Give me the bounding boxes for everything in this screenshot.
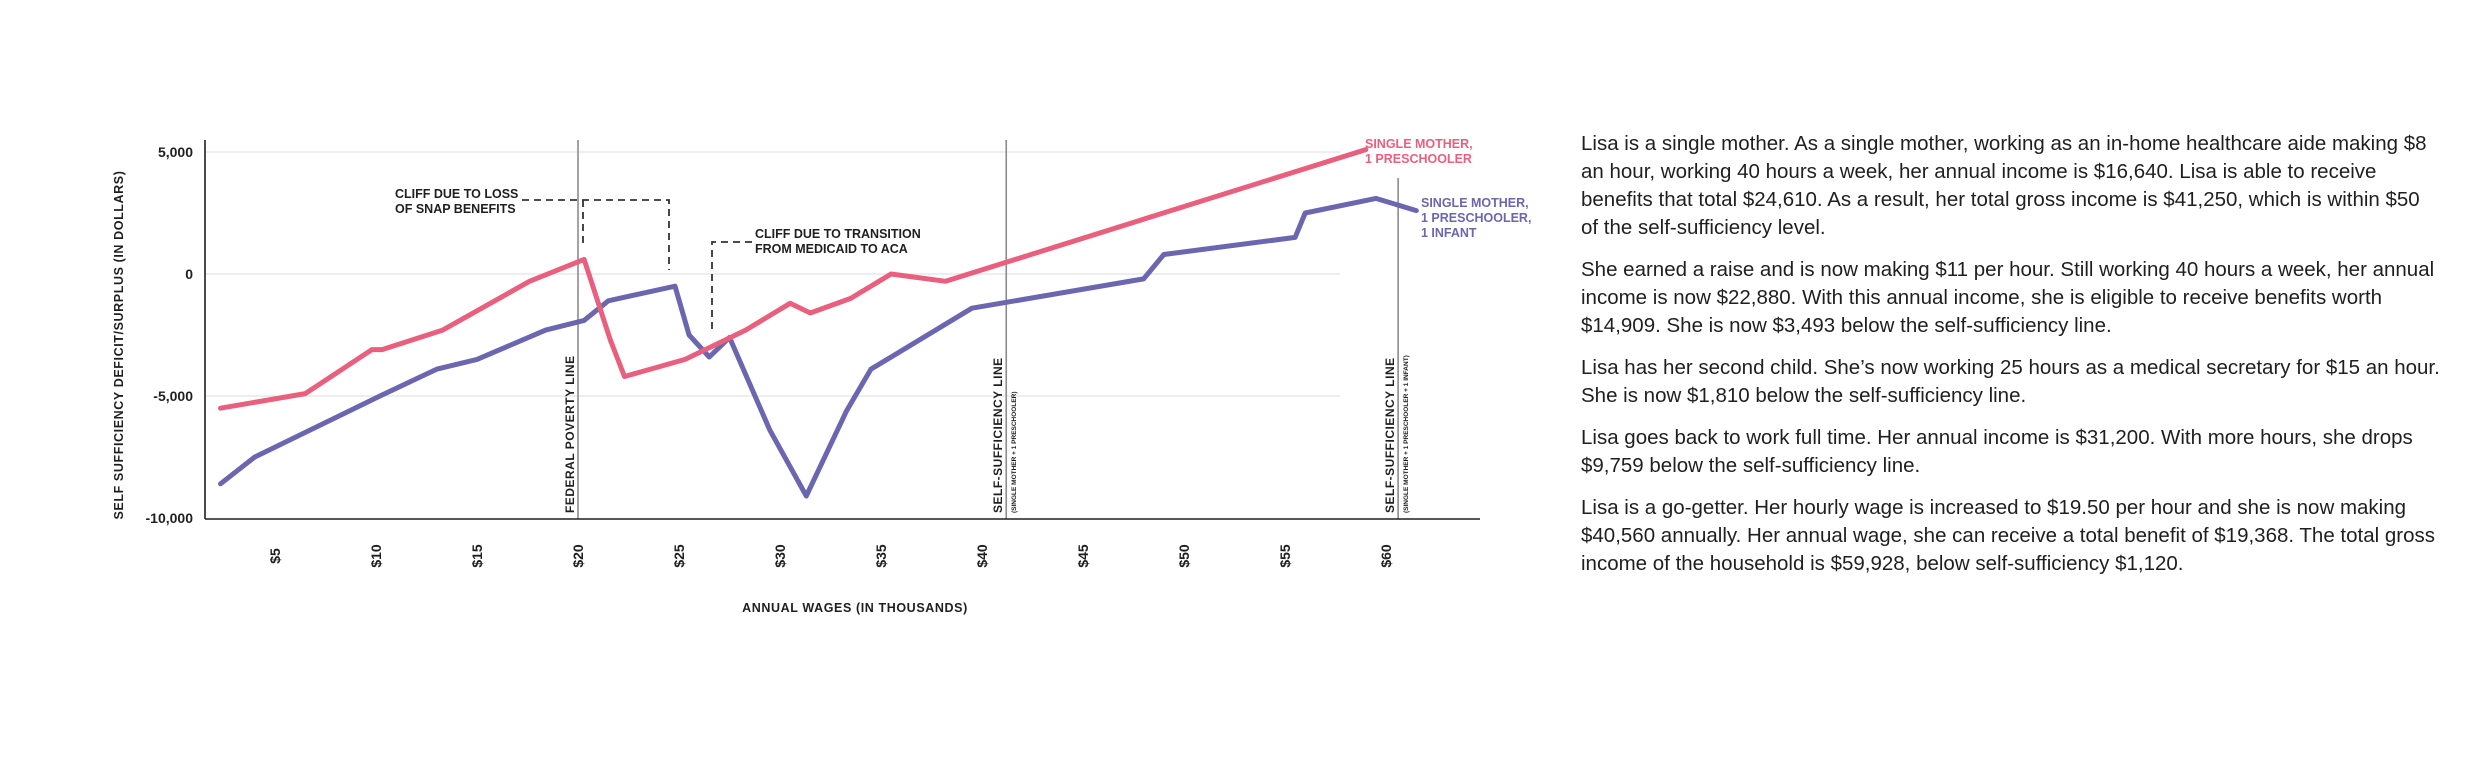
purple-series-label-line-3: 1 INFANT bbox=[1421, 226, 1477, 240]
medicaid-cliff-annotation-line-1: CLIFF DUE TO TRANSITION bbox=[755, 227, 921, 241]
snap-cliff-annotation-line-1: CLIFF DUE TO LOSS bbox=[395, 187, 518, 201]
purple-series-label-line-2: 1 PRESCHOOLER, bbox=[1421, 211, 1531, 225]
snap-cliff-annotation-line-2: OF SNAP BENEFITS bbox=[395, 202, 516, 216]
reference-line-label: SELF-SUFFICIENCY LINE bbox=[1383, 357, 1397, 513]
x-tick-label: $55 bbox=[1277, 544, 1293, 568]
reference-lines: FEDERAL POVERTY LINE SELF-SUFFICIENCY LIN… bbox=[563, 140, 1410, 519]
x-tick-label: $45 bbox=[1075, 544, 1091, 568]
lisa-story-panel: Lisa is a single mother. As a single mot… bbox=[1581, 130, 2441, 592]
x-tick-label: $5 bbox=[267, 548, 283, 564]
purple-series-label-line-1: SINGLE MOTHER, bbox=[1421, 196, 1529, 210]
y-axis-label: SELF SUFFICIENCY DEFICIT/SURPLUS (IN DOL… bbox=[112, 171, 126, 520]
story-paragraph: Lisa goes back to work full time. Her an… bbox=[1581, 426, 2413, 477]
reference-line-label: SELF-SUFFICIENCY LINE bbox=[991, 357, 1005, 513]
medicaid-cliff-annotation-line-2: FROM MEDICAID TO ACA bbox=[755, 242, 908, 256]
medicaid-cliff-annotation: CLIFF DUE TO TRANSITION FROM MEDICAID TO… bbox=[755, 227, 924, 256]
cliff-callouts bbox=[522, 199, 752, 330]
story-paragraph: She earned a raise and is now making $11… bbox=[1581, 258, 2435, 337]
reference-line-label: FEDERAL POVERTY LINE bbox=[563, 355, 577, 513]
x-tick-label: $60 bbox=[1378, 544, 1394, 568]
story-paragraph: Lisa has her second child. She’s now wor… bbox=[1581, 356, 2440, 407]
x-tick-labels: $5 $10 $15 $20 $25 $30 $35 $40 $45 $50 $55 $60 bbox=[267, 544, 1394, 568]
series-line-single-mother-1-preschooler bbox=[218, 147, 1369, 411]
medicaid-cliff-callout-line bbox=[711, 241, 752, 330]
x-tick-label: $50 bbox=[1176, 544, 1192, 568]
story-paragraph: Lisa is a go-getter. Her hourly wage is … bbox=[1581, 496, 2435, 575]
snap-cliff-callout-line bbox=[522, 199, 670, 270]
snap-cliff-annotation: CLIFF DUE TO LOSS OF SNAP BENEFITS bbox=[395, 187, 522, 216]
x-tick-label: $20 bbox=[570, 544, 586, 568]
reference-line-sublabel: (SINGLE MOTHER + 1 PRESCHOOLER + 1 INFAN… bbox=[1403, 355, 1410, 513]
x-tick-label: $35 bbox=[873, 544, 889, 568]
x-axis-label: ANNUAL WAGES (IN THOUSANDS) bbox=[742, 601, 968, 615]
data-series bbox=[218, 147, 1419, 499]
x-tick-label: $30 bbox=[772, 544, 788, 568]
y-tick-label: -5,000 bbox=[153, 388, 193, 404]
pink-series-label: SINGLE MOTHER, 1 PRESCHOOLER bbox=[1365, 137, 1476, 166]
pink-series-label-line-1: SINGLE MOTHER, bbox=[1365, 137, 1473, 151]
y-tick-labels: 5,000 0 -5,000 -10,000 bbox=[146, 144, 194, 526]
wage-deficit-chart: FEDERAL POVERTY LINE SELF-SUFFICIENCY LIN… bbox=[112, 137, 1535, 615]
gridlines bbox=[205, 151, 1340, 397]
x-tick-label: $40 bbox=[974, 544, 990, 568]
x-tick-label: $10 bbox=[368, 544, 384, 568]
x-tick-label: $25 bbox=[671, 544, 687, 568]
story-paragraph: Lisa is a single mother. As a single mot… bbox=[1581, 132, 2427, 239]
y-tick-label: 0 bbox=[185, 266, 193, 282]
y-tick-label: 5,000 bbox=[158, 144, 193, 160]
y-tick-label: -10,000 bbox=[146, 510, 194, 526]
purple-series-label: SINGLE MOTHER, 1 PRESCHOOLER, 1 INFANT bbox=[1421, 196, 1535, 240]
axes bbox=[204, 140, 1480, 520]
x-tick-label: $15 bbox=[469, 544, 485, 568]
reference-line-sublabel: (SINGLE MOTHER + 1 PRESCHOOLER) bbox=[1011, 391, 1018, 513]
pink-series-label-line-2: 1 PRESCHOOLER bbox=[1365, 152, 1472, 166]
